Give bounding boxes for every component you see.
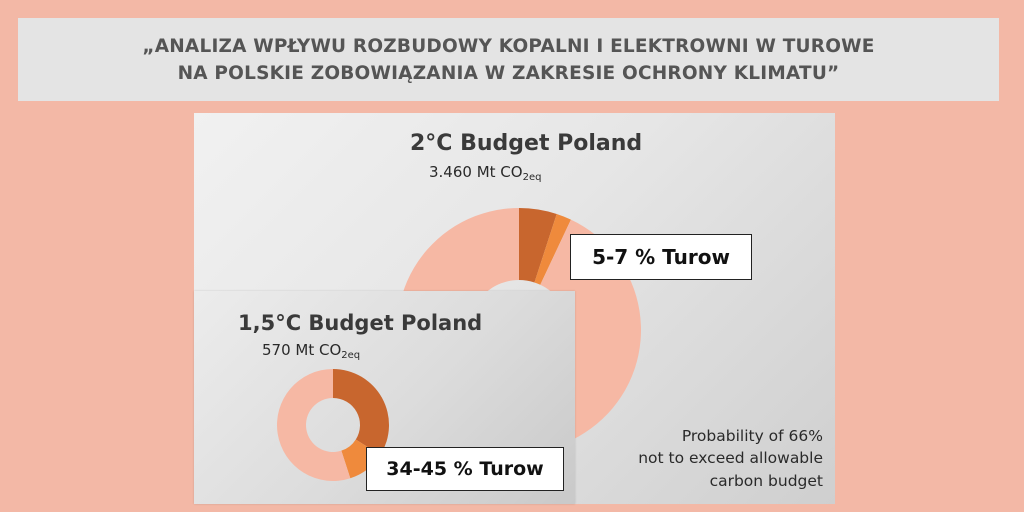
budget-unit-sub-2c: 2eq	[522, 172, 542, 183]
title-line-1: „ANALIZA WPŁYWU ROZBUDOWY KOPALNI I ELEK…	[142, 35, 875, 57]
1-5c-remaining-budget-slice	[277, 369, 351, 481]
probability-note-line-1: Probability of 66%	[681, 426, 823, 445]
chart-title-2c: 2°C Budget Poland	[410, 131, 643, 156]
turow-callout-2c: 5-7 % Turow	[570, 234, 752, 280]
chart-title-1-5c: 1,5°C Budget Poland	[238, 311, 483, 335]
chart-panel-1-5c: 1,5°C Budget Poland 570 Mt CO2eq 34-45 %…	[194, 291, 575, 504]
2c-turow-high-slice	[534, 213, 571, 285]
title-banner: „ANALIZA WPŁYWU ROZBUDOWY KOPALNI I ELEK…	[18, 18, 999, 101]
chart-subtitle-1-5c: 570 Mt CO2eq	[262, 341, 360, 361]
probability-note-line-3: carbon budget	[709, 471, 823, 490]
probability-note: Probability of 66% not to exceed allowab…	[638, 425, 823, 493]
budget-value-2c: 3.460 Mt CO	[429, 163, 523, 181]
turow-callout-1-5c: 34-45 % Turow	[366, 447, 564, 491]
title-line-2: NA POLSKIE ZOBOWIĄZANIA W ZAKRESIE OCHRO…	[177, 62, 840, 84]
budget-value-1-5c: 570 Mt CO	[262, 341, 342, 359]
budget-unit-sub-1-5c: 2eq	[341, 350, 361, 361]
2c-turow-low-slice	[519, 208, 557, 283]
1-5c-turow-low-slice	[333, 369, 389, 456]
chart-subtitle-2c: 3.460 Mt CO2eq	[429, 163, 541, 183]
probability-note-line-2: not to exceed allowable	[638, 449, 823, 467]
